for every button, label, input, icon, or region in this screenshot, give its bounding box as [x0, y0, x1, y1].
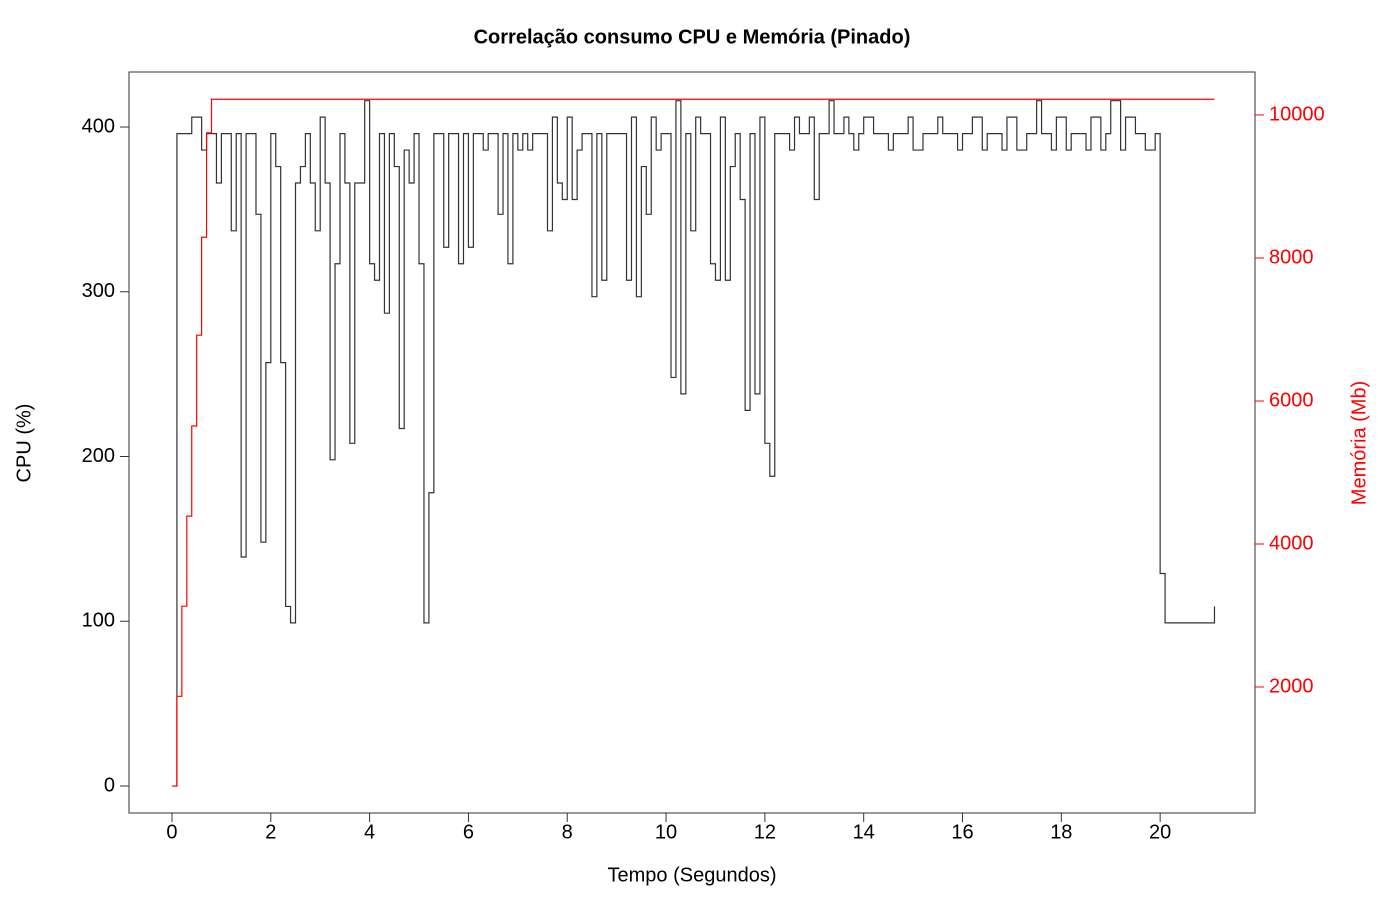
series-line	[171, 98, 1215, 787]
x-tick-label: 16	[951, 821, 973, 843]
y2-tick-label: 4000	[1269, 532, 1314, 554]
y2-tick-label: 6000	[1269, 389, 1314, 411]
x-tick-label: 6	[463, 821, 474, 843]
y2-tick-label: 8000	[1269, 246, 1314, 268]
chart-title: Correlação consumo CPU e Memória (Pinado…	[474, 26, 911, 48]
x-axis-label: Tempo (Segundos)	[608, 864, 777, 886]
y-tick-label: 200	[82, 445, 115, 467]
y-tick-label: 100	[82, 610, 115, 632]
y2-axis-label: Memória (Mb)	[1348, 381, 1370, 505]
x-tick-label: 10	[655, 821, 677, 843]
y-tick-label: 0	[104, 774, 115, 796]
x-tick-label: 14	[853, 821, 875, 843]
x-tick-label: 8	[562, 821, 573, 843]
x-tick-label: 18	[1050, 821, 1072, 843]
y2-tick-label: 10000	[1269, 103, 1325, 125]
y-tick-label: 400	[82, 115, 115, 137]
y2-tick-label: 2000	[1269, 675, 1314, 697]
x-tick-label: 4	[364, 821, 375, 843]
y-tick-label: 300	[82, 280, 115, 302]
x-tick-label: 20	[1149, 821, 1171, 843]
x-tick-label: 0	[166, 821, 177, 843]
y-axis-label: CPU (%)	[13, 404, 35, 483]
x-tick-label: 2	[265, 821, 276, 843]
x-tick-label: 12	[754, 821, 776, 843]
series-line	[174, 100, 1216, 787]
plot-frame	[128, 71, 1256, 814]
